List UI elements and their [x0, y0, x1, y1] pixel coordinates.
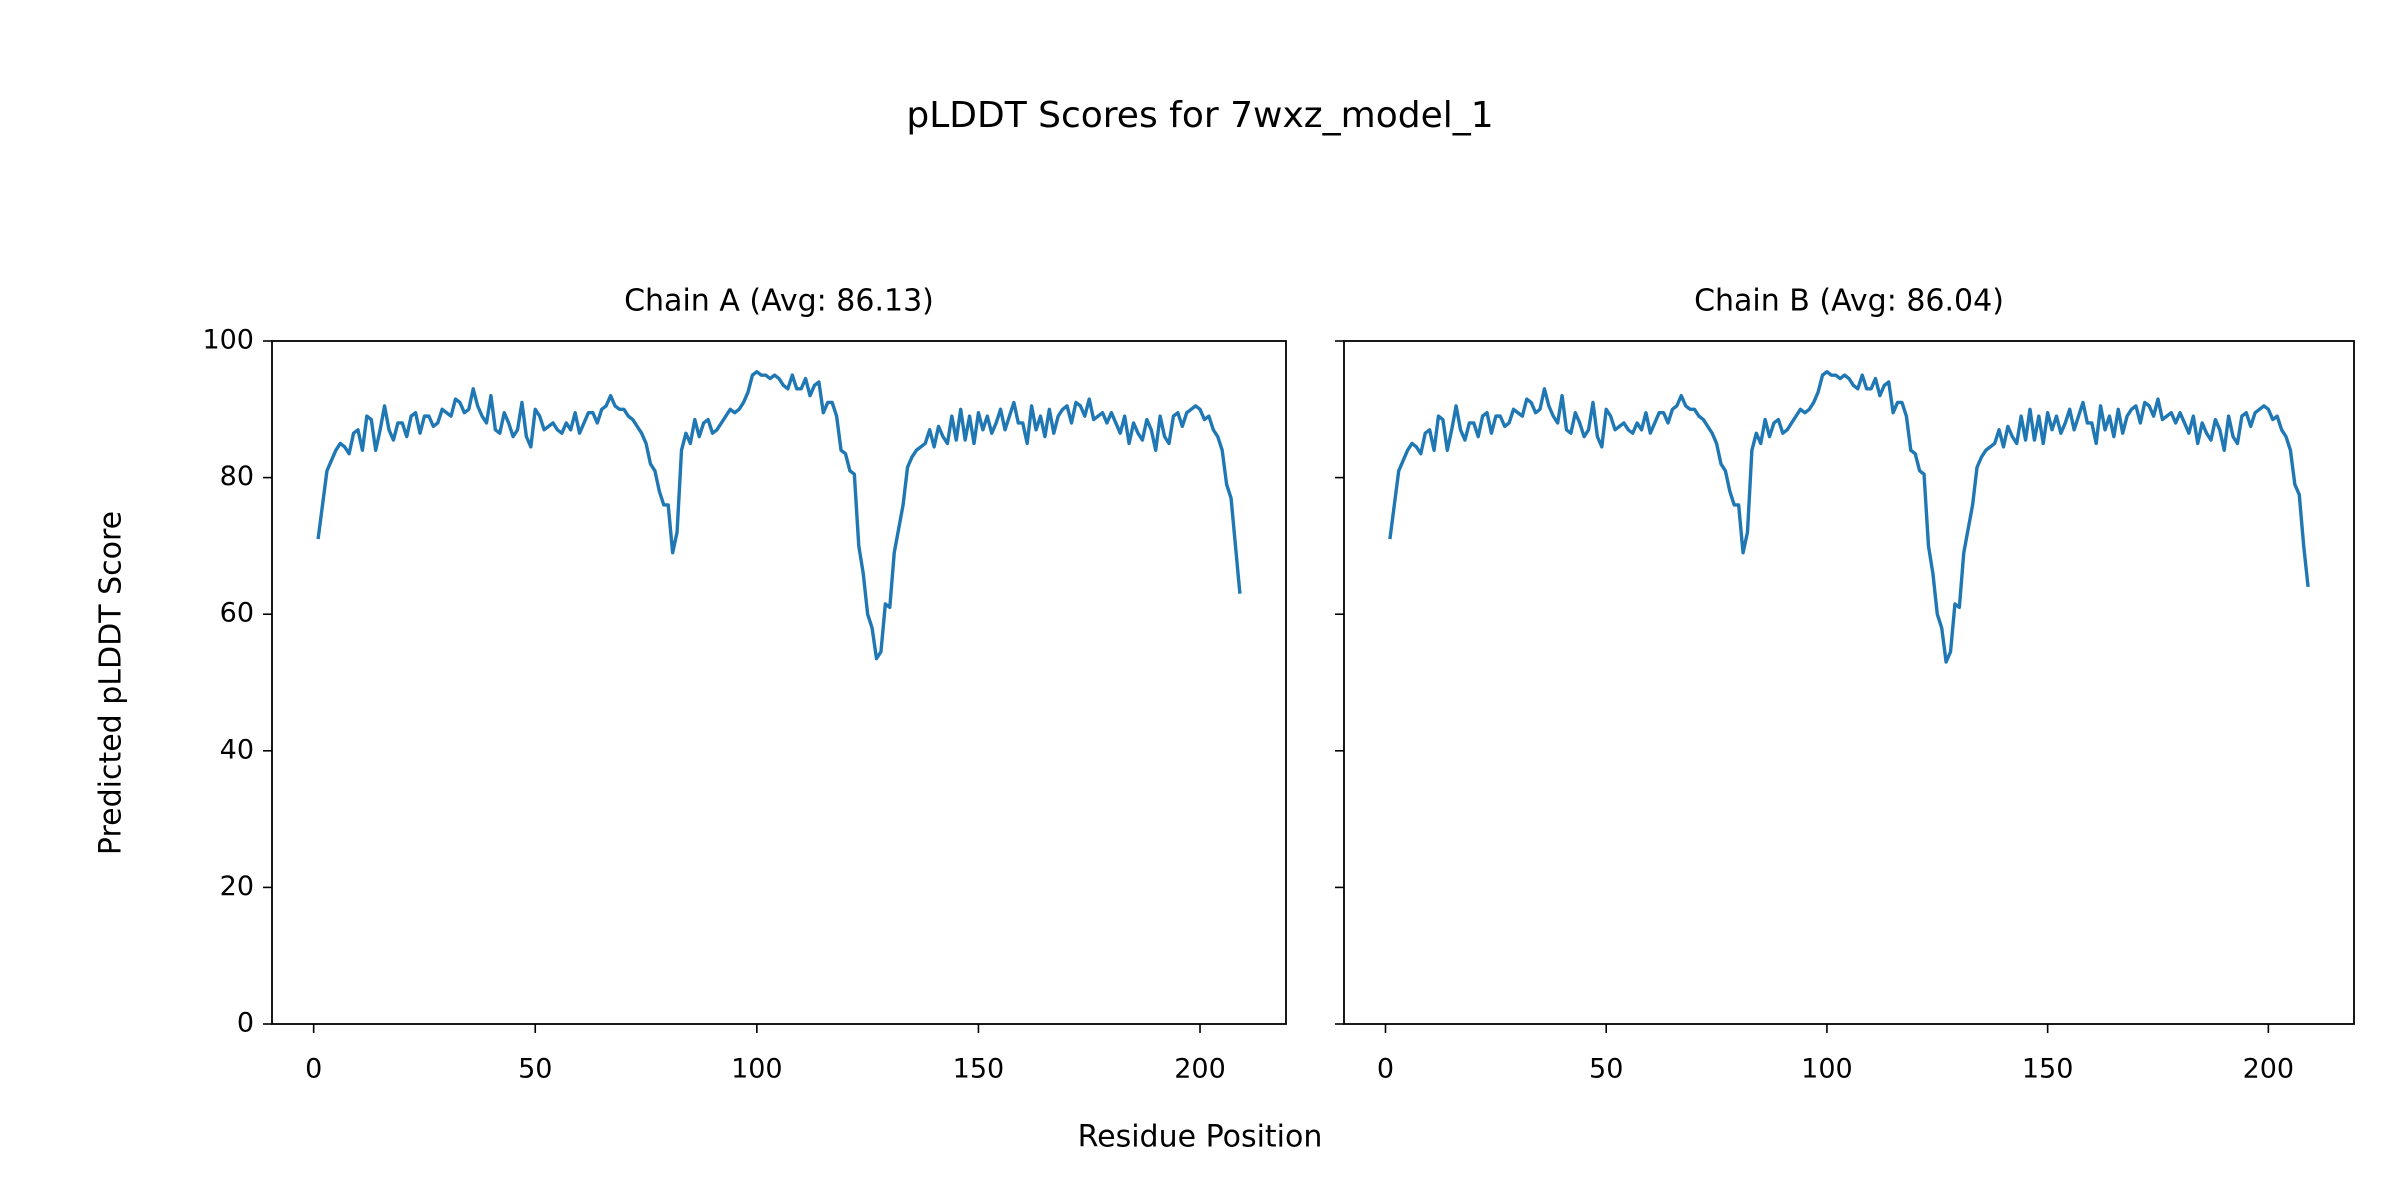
x-tick-label: 0: [305, 1054, 322, 1085]
axes-frame: [1343, 340, 2355, 1025]
y-tick-label: 0: [237, 1008, 254, 1039]
score-line: [316, 370, 1242, 661]
x-axis-label: Residue Position: [1078, 1120, 1323, 1155]
x-tick-label: 200: [2243, 1054, 2295, 1085]
y-tick-label: 60: [220, 598, 254, 629]
x-tick-label: 200: [1174, 1054, 1226, 1085]
y-tick-label: 40: [220, 734, 254, 765]
score-line: [1388, 370, 2310, 664]
panel-title: Chain A (Avg: 86.13): [624, 284, 934, 319]
y-tick-label: 20: [220, 871, 254, 902]
y-tick-label: 80: [220, 461, 254, 492]
panel-title: Chain B (Avg: 86.04): [1694, 284, 2004, 319]
x-tick-label: 100: [1801, 1054, 1853, 1085]
axes-frame: [271, 340, 1287, 1025]
x-tick-label: 50: [1589, 1054, 1623, 1085]
x-tick-label: 100: [731, 1054, 783, 1085]
x-tick-label: 150: [953, 1054, 1005, 1085]
x-tick-label: 50: [518, 1054, 552, 1085]
y-tick-label: 100: [202, 325, 254, 356]
y-axis-label: Predicted pLDDT Score: [94, 511, 129, 855]
figure-title: pLDDT Scores for 7wxz_model_1: [906, 95, 1493, 136]
x-tick-label: 150: [2022, 1054, 2074, 1085]
x-tick-label: 0: [1377, 1054, 1394, 1085]
